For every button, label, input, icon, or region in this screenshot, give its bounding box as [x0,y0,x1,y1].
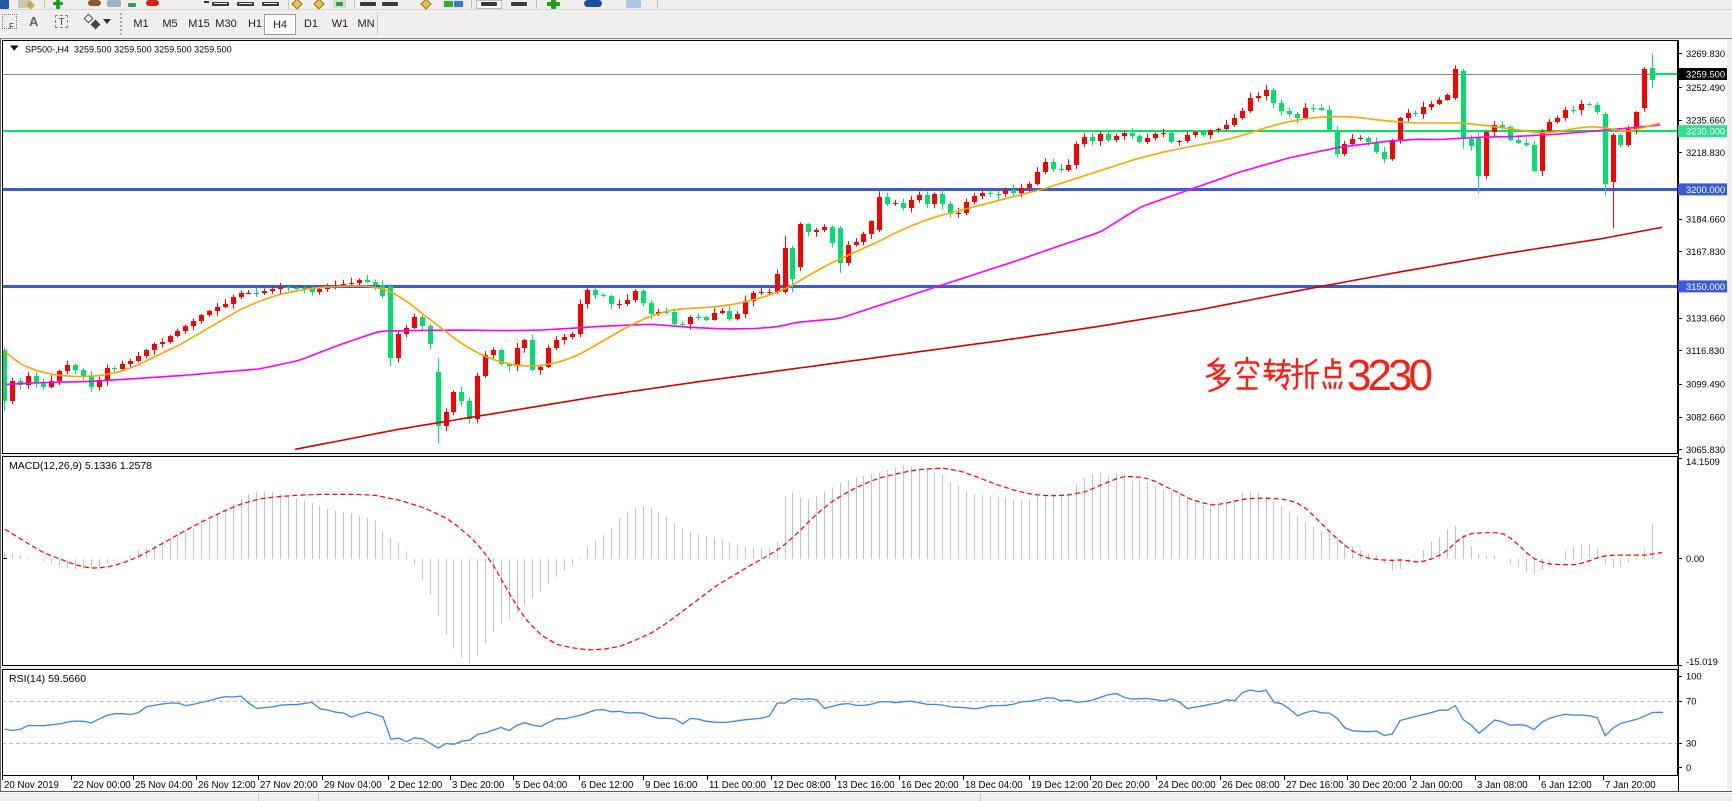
svg-text:11 Dec 00:00: 11 Dec 00:00 [709,780,767,791]
svg-text:22 Nov 00:00: 22 Nov 00:00 [73,780,131,791]
svg-text:3116.830: 3116.830 [1686,345,1724,356]
svg-text:3252.490: 3252.490 [1686,82,1725,93]
svg-text:3099.490: 3099.490 [1686,379,1725,390]
svg-text:3065.830: 3065.830 [1686,444,1725,455]
svg-text:3230: 3230 [1347,351,1433,400]
svg-text:25 Nov 04:00: 25 Nov 04:00 [135,780,193,791]
svg-text:29 Nov 04:00: 29 Nov 04:00 [324,780,382,791]
svg-text:MACD(12,26,9) 5.1336 1.2578: MACD(12,26,9) 5.1336 1.2578 [9,460,152,472]
svg-text:14.1509: 14.1509 [1686,456,1720,467]
svg-text:27 Nov 20:00: 27 Nov 20:00 [260,780,318,791]
svg-text:RSI(14) 59.5660: RSI(14) 59.5660 [9,673,86,685]
svg-text:3259.500: 3259.500 [1686,68,1725,79]
svg-text:6 Jan 12:00: 6 Jan 12:00 [1541,780,1592,791]
svg-text:7 Jan 20:00: 7 Jan 20:00 [1605,780,1656,791]
svg-text:5 Dec 04:00: 5 Dec 04:00 [515,780,568,791]
svg-text:27 Dec 16:00: 27 Dec 16:00 [1286,780,1344,791]
svg-text:20 Nov 2019: 20 Nov 2019 [4,780,59,791]
svg-text:0: 0 [1686,762,1691,773]
svg-text:26 Dec 08:00: 26 Dec 08:00 [1222,780,1280,791]
svg-text:2 Jan 00:00: 2 Jan 00:00 [1412,780,1463,791]
svg-text:26 Nov 12:00: 26 Nov 12:00 [198,780,256,791]
svg-text:12 Dec 08:00: 12 Dec 08:00 [773,780,831,791]
svg-text:9 Dec 16:00: 9 Dec 16:00 [645,780,698,791]
svg-text:3230.000: 3230.000 [1686,126,1725,137]
svg-text:30 Dec 20:00: 30 Dec 20:00 [1349,780,1407,791]
svg-text:13 Dec 16:00: 13 Dec 16:00 [837,780,895,791]
svg-text:2 Dec 12:00: 2 Dec 12:00 [390,780,443,791]
svg-text:19 Dec 12:00: 19 Dec 12:00 [1031,780,1089,791]
svg-text:SP500-,H4 3259.500 3259.500 3: SP500-,H4 3259.500 3259.500 3259.500 325… [25,45,232,55]
svg-text:-15.019: -15.019 [1686,656,1718,667]
svg-text:70: 70 [1686,696,1696,707]
svg-text:3150.000: 3150.000 [1686,281,1725,292]
svg-text:18 Dec 04:00: 18 Dec 04:00 [965,780,1023,791]
svg-text:3184.660: 3184.660 [1686,213,1725,224]
svg-text:3269.830: 3269.830 [1686,48,1725,59]
svg-text:16 Dec 20:00: 16 Dec 20:00 [901,780,959,791]
svg-text:30: 30 [1686,738,1696,749]
svg-text:3167.830: 3167.830 [1686,246,1725,257]
svg-text:3235.660: 3235.660 [1686,114,1725,125]
svg-text:3133.660: 3133.660 [1686,312,1725,323]
svg-text:0.00: 0.00 [1686,553,1704,564]
svg-text:20 Dec 20:00: 20 Dec 20:00 [1092,780,1150,791]
svg-text:3 Dec 20:00: 3 Dec 20:00 [452,780,505,791]
svg-text:3082.660: 3082.660 [1686,411,1725,422]
svg-text:3200.000: 3200.000 [1686,184,1725,195]
svg-text:3 Jan 08:00: 3 Jan 08:00 [1477,780,1528,791]
svg-text:6 Dec 12:00: 6 Dec 12:00 [581,780,634,791]
svg-text:24 Dec 00:00: 24 Dec 00:00 [1158,780,1216,791]
svg-text:100: 100 [1686,671,1702,682]
svg-text:3218.830: 3218.830 [1686,147,1725,158]
